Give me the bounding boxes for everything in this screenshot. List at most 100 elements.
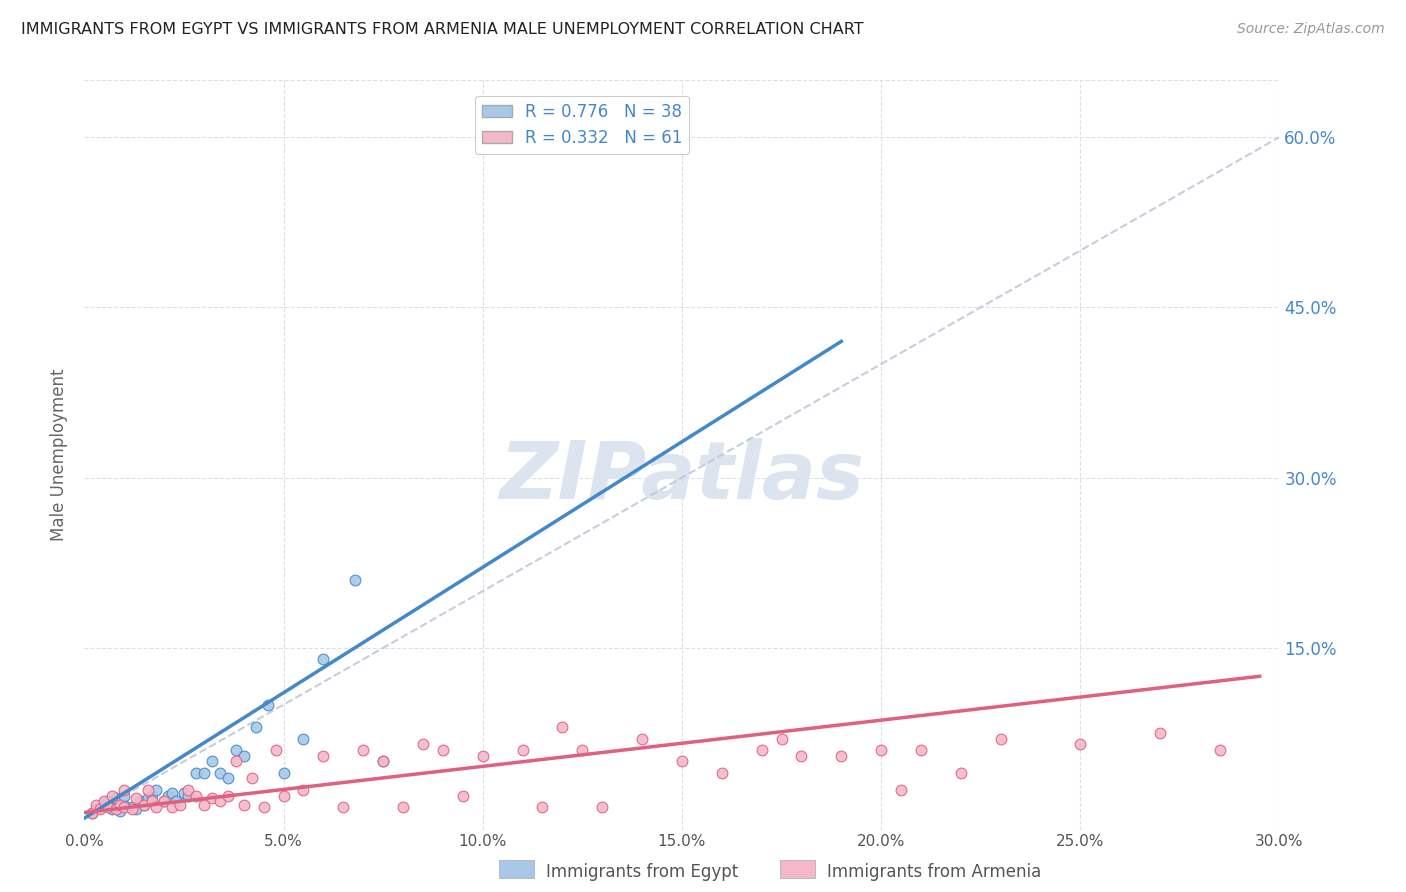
Text: Source: ZipAtlas.com: Source: ZipAtlas.com [1237,22,1385,37]
Point [512,743,534,757]
Point [101,802,124,816]
Point [193,797,215,812]
Point [105,802,128,816]
Point [571,743,593,757]
Point [373,755,395,769]
Point [201,755,224,769]
Point [160,800,183,814]
Point [344,573,367,587]
Point [412,738,434,752]
Y-axis label: Male Unemployment: Male Unemployment [51,368,69,541]
Point [1209,743,1232,757]
Point [145,800,167,814]
Point [232,797,254,812]
Point [193,765,215,780]
Point [392,800,415,814]
Point [165,794,187,808]
Point [177,789,200,803]
Point [217,772,239,786]
Point [671,755,693,769]
Point [1069,738,1091,752]
Point [141,794,163,808]
Point [770,731,793,746]
Point [256,698,278,712]
Point [141,789,163,803]
Point [97,800,120,814]
Point [169,797,191,812]
Point [145,782,167,797]
Point [352,743,374,757]
Text: Immigrants from Armenia: Immigrants from Armenia [827,863,1040,881]
Point [631,731,654,746]
Point [153,794,176,808]
Point [591,800,613,814]
Point [121,800,143,814]
Point [129,794,152,808]
Point [870,743,893,757]
Text: Immigrants from Egypt: Immigrants from Egypt [546,863,738,881]
Point [86,802,108,816]
Point [232,748,254,763]
Text: IMMIGRANTS FROM EGYPT VS IMMIGRANTS FROM ARMENIA MALE UNEMPLOYMENT CORRELATION C: IMMIGRANTS FROM EGYPT VS IMMIGRANTS FROM… [21,22,863,37]
Point [312,748,335,763]
Point [990,731,1012,746]
Point [312,652,335,666]
Point [551,720,574,734]
Point [273,765,295,780]
Point [225,755,247,769]
Point [1149,726,1171,740]
Point [451,789,474,803]
Point [110,797,132,812]
Point [264,743,287,757]
Point [910,743,932,757]
Point [153,794,176,808]
Point [125,790,148,805]
Point [82,805,104,820]
Point [332,800,354,814]
Point [245,720,267,734]
Point [208,765,231,780]
Point [253,800,276,814]
Point [105,790,128,805]
Point [105,800,128,814]
Point [136,782,159,797]
Point [225,743,247,757]
Point [93,797,115,812]
Point [89,802,111,816]
Point [125,802,148,816]
Point [93,794,115,808]
Point [790,748,813,763]
Point [82,805,104,820]
Point [373,755,395,769]
Point [121,802,143,816]
Legend: R = 0.776   N = 38, R = 0.332   N = 61: R = 0.776 N = 38, R = 0.332 N = 61 [475,96,689,153]
Point [240,772,263,786]
Point [177,782,200,797]
Point [292,731,315,746]
Point [112,800,135,814]
Text: ZIPatlas: ZIPatlas [499,438,865,516]
Point [273,789,295,803]
Point [471,748,494,763]
Point [101,789,124,803]
Point [89,800,111,814]
Point [112,797,135,812]
Point [184,789,207,803]
Point [157,789,180,803]
Point [97,794,120,808]
Point [132,797,156,812]
Point [432,743,454,757]
Point [173,786,195,800]
Point [201,790,224,805]
Point [292,782,315,797]
Point [751,743,773,757]
Point [710,765,733,780]
Point [217,789,239,803]
Point [208,794,231,808]
Point [136,790,159,805]
Point [830,748,852,763]
Point [531,800,554,814]
Point [890,782,912,797]
Point [949,765,972,780]
Point [112,782,135,797]
